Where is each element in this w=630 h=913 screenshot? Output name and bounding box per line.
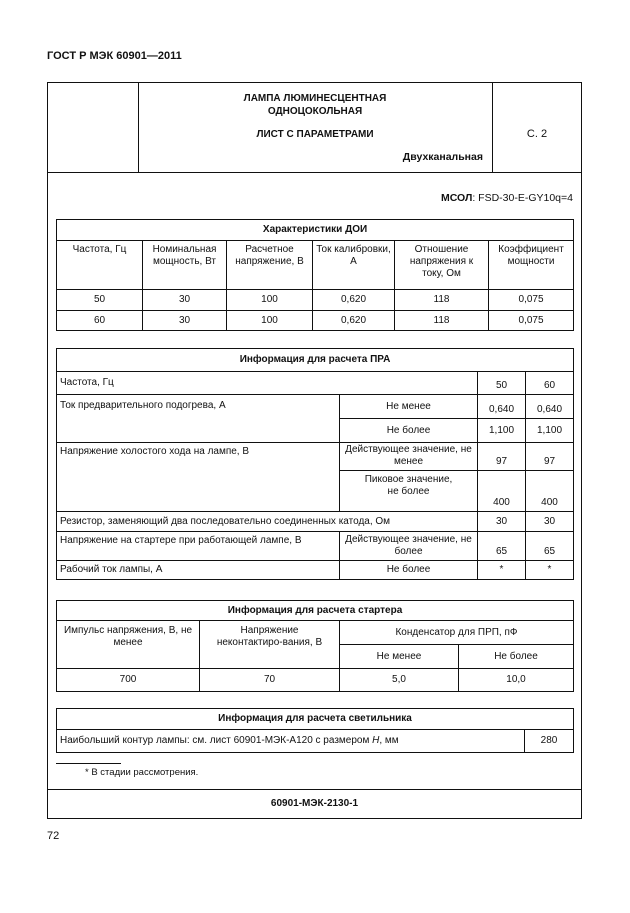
msol-label: МСОЛ bbox=[440, 192, 473, 204]
column-header: Ток калибровки, А bbox=[312, 240, 395, 290]
table-row: 700 70 5,0 10,0 bbox=[56, 668, 574, 692]
column-header: Номинальная мощность, Вт bbox=[142, 240, 227, 290]
cell: * bbox=[477, 560, 526, 580]
column-header: Конденсатор для ПРП, пФ bbox=[339, 620, 574, 645]
label-symbol: H bbox=[372, 735, 380, 746]
cell: 400 bbox=[525, 470, 574, 512]
param-label: Напряжение холостого хода на лампе, В bbox=[56, 442, 340, 512]
table-title: Информация для расчета светильника bbox=[55, 708, 575, 730]
cell: 0,075 bbox=[487, 310, 575, 331]
cell: 65 bbox=[525, 531, 574, 561]
param-label: Рабочий ток лампы, А bbox=[56, 560, 340, 580]
luminaire-table: Информация для расчета светильника Наибо… bbox=[55, 708, 575, 753]
cell: 1,100 bbox=[525, 418, 574, 443]
cell: 118 bbox=[394, 289, 489, 311]
cell: 0,620 bbox=[312, 310, 395, 331]
page-number: 72 bbox=[47, 830, 60, 842]
cell: 100 bbox=[226, 310, 313, 331]
column-subheader: Не более bbox=[458, 644, 574, 669]
condition: Действующее значение, не более bbox=[339, 531, 478, 561]
table-row: Наибольший контур лампы: см. лист 60901-… bbox=[56, 729, 575, 753]
cell: 118 bbox=[394, 310, 489, 331]
doi-table: Характеристики ДОИ Частота, Гц Номинальн… bbox=[55, 219, 575, 331]
param-label: Наибольший контур лампы: см. лист 60901-… bbox=[56, 729, 525, 753]
cell: 30 bbox=[525, 511, 574, 532]
cell: 10,0 bbox=[458, 668, 574, 692]
table-title: Информация для расчета ПРА bbox=[56, 348, 574, 372]
cell: 100 bbox=[226, 289, 313, 311]
param-label: Частота, Гц bbox=[56, 371, 478, 395]
msol-value: : FSD-30-E-GY10q=4 bbox=[472, 192, 573, 204]
table-row: Ток предварительного подогрева, А Не мен… bbox=[56, 394, 574, 443]
column-header: Импульс напряжения, В, не менее bbox=[56, 620, 200, 669]
title-line: ЛАМПА ЛЮМИНЕСЦЕНТНАЯ bbox=[243, 93, 387, 104]
ballast-table: Информация для расчета ПРА Частота, Гц 5… bbox=[56, 348, 574, 580]
cell: 0,640 bbox=[477, 394, 526, 419]
condition: Не более bbox=[339, 418, 478, 443]
title-line: ОДНОЦОКОЛЬНАЯ bbox=[267, 106, 363, 117]
table-row: Резистор, заменяющий два последовательно… bbox=[56, 511, 574, 532]
cell: 50 bbox=[477, 371, 526, 395]
cell: 65 bbox=[477, 531, 526, 561]
table-row: Напряжение на стартере при работающей ла… bbox=[56, 531, 574, 561]
column-header: Расчетное напряжение, В bbox=[226, 240, 313, 290]
page-ref: С. 2 bbox=[526, 128, 548, 140]
cell: 1,100 bbox=[477, 418, 526, 443]
table-row: Частота, Гц 50 60 bbox=[56, 371, 574, 395]
sheet-frame bbox=[47, 82, 582, 819]
sheet-code: 60901-МЭК-2130-1 bbox=[270, 798, 359, 809]
table-row: 50 30 100 0,620 118 0,075 bbox=[56, 289, 575, 311]
footnote: * В стадии рассмотрения. bbox=[85, 767, 199, 778]
cell: 60 bbox=[56, 310, 143, 331]
table-row: 60 30 100 0,620 118 0,075 bbox=[56, 310, 575, 331]
condition: Не менее bbox=[339, 394, 478, 419]
cell: 60 bbox=[525, 371, 574, 395]
starter-table: Информация для расчета стартера Импульс … bbox=[56, 600, 574, 692]
condition: Пиковое значение, не более bbox=[339, 470, 478, 512]
table-row: Рабочий ток лампы, А Не более * * bbox=[56, 560, 574, 580]
param-label: Ток предварительного подогрева, А bbox=[56, 394, 340, 443]
param-label: Напряжение на стартере при работающей ла… bbox=[56, 531, 340, 561]
column-header: Напряжение неконтактиро-вания, В bbox=[199, 620, 340, 669]
cell: 30 bbox=[142, 289, 227, 311]
cell: 0,620 bbox=[312, 289, 395, 311]
cell: 97 bbox=[525, 442, 574, 471]
column-header: Частота, Гц bbox=[56, 240, 143, 290]
column-header: Коэффициент мощности bbox=[487, 240, 575, 290]
cell: 30 bbox=[142, 310, 227, 331]
cell: 97 bbox=[477, 442, 526, 471]
cell: 5,0 bbox=[339, 668, 459, 692]
divider bbox=[47, 789, 582, 790]
table-row: Напряжение холостого хода на лампе, В Де… bbox=[56, 442, 574, 512]
cell: 0,640 bbox=[525, 394, 574, 419]
condition: Не более bbox=[339, 560, 478, 580]
cell: * bbox=[525, 560, 574, 580]
divider bbox=[138, 82, 139, 172]
condition: Действующее значение, не менее bbox=[339, 442, 478, 471]
cell: 0,075 bbox=[487, 289, 575, 311]
label-unit: , мм bbox=[379, 735, 399, 746]
param-label: Резистор, заменяющий два последовательно… bbox=[56, 511, 478, 532]
table-title: Информация для расчета стартера bbox=[56, 600, 574, 621]
cell: 280 bbox=[523, 729, 575, 753]
running-header: ГОСТ Р МЭК 60901—2011 bbox=[47, 50, 182, 62]
divider bbox=[47, 172, 582, 173]
table-row: Не более 1,100 1,100 bbox=[57, 418, 574, 443]
label-text: Наибольший контур лампы: см. лист 60901-… bbox=[60, 735, 373, 746]
msol-designation: МСОЛ: FSD-30-E-GY10q=4 bbox=[441, 192, 573, 204]
table-title: Характеристики ДОИ bbox=[55, 219, 575, 241]
sheet-subtitle: ЛИСТ С ПАРАМЕТРАМИ bbox=[256, 129, 374, 140]
cell: 30 bbox=[477, 511, 526, 532]
cell: 70 bbox=[199, 668, 340, 692]
cell: 400 bbox=[477, 470, 526, 512]
cell: 700 bbox=[56, 668, 200, 692]
column-header: Отношение напряжения к току, Ом bbox=[394, 240, 489, 290]
footnote-rule bbox=[56, 763, 121, 764]
column-subheader: Не менее bbox=[339, 644, 459, 669]
cell: 50 bbox=[56, 289, 143, 311]
divider bbox=[492, 82, 493, 172]
lamp-type: Двухканальная bbox=[402, 151, 483, 163]
sheet-title: ЛАМПА ЛЮМИНЕСЦЕНТНАЯ ОДНОЦОКОЛЬНАЯ bbox=[138, 92, 492, 118]
